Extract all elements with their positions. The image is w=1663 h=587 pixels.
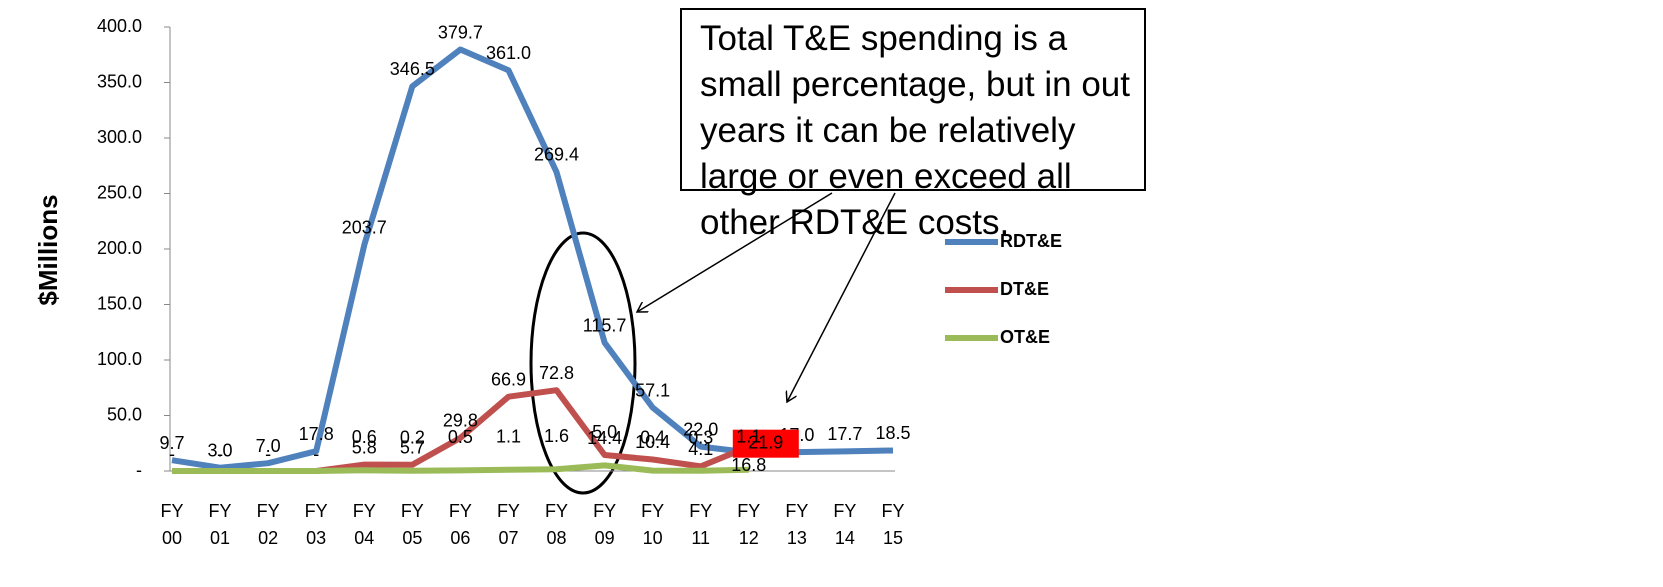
x-tick-label: FY 07 [496, 501, 520, 548]
data-label: 14.4 [587, 428, 622, 448]
data-label: 203.7 [342, 218, 387, 238]
legend-label: RDT&E [1000, 231, 1062, 251]
data-label: 57.1 [635, 380, 670, 400]
x-tick-label: FY 10 [641, 501, 665, 548]
data-label: 5.8 [352, 437, 377, 457]
annotation: Total T&E spending is a small percentage… [680, 8, 1146, 242]
data-label: 17.8 [299, 424, 334, 444]
x-tick-label: FY 05 [400, 501, 424, 548]
data-label: 7.0 [256, 436, 281, 456]
y-tick-label: 200.0 [97, 238, 142, 258]
data-label: - [169, 444, 175, 464]
label-highlight [732, 429, 799, 458]
data-label: 17.7 [827, 424, 862, 444]
data-label: 1.1 [496, 427, 521, 447]
data-label: 0.5 [448, 427, 473, 447]
data-label: 0.2 [400, 428, 425, 448]
y-tick-label: 50.0 [107, 404, 142, 424]
arrow [787, 192, 896, 402]
x-tick-label: FY 13 [785, 501, 809, 548]
x-tick-label: FY 02 [256, 501, 280, 548]
y-tick-label: 150.0 [97, 293, 142, 313]
data-label: 1.6 [544, 426, 569, 446]
data-label: 66.9 [491, 369, 526, 389]
data-label: 361.0 [486, 43, 531, 63]
x-tick-label: FY 04 [352, 501, 376, 548]
legend-label: DT&E [1000, 279, 1049, 299]
y-tick-label: 350.0 [97, 71, 142, 91]
x-tick-label: FY 09 [593, 501, 617, 548]
y-tick-label: 300.0 [97, 127, 142, 147]
data-label: 5.0 [592, 422, 617, 442]
data-label: 72.8 [539, 363, 574, 383]
data-label: 346.5 [390, 59, 435, 79]
data-label: 0.6 [352, 427, 377, 447]
data-label: - [313, 444, 319, 464]
x-tick-label: FY 15 [881, 501, 905, 548]
highlight-ellipse [529, 231, 637, 495]
x-tick-label: FY 03 [304, 501, 328, 548]
x-tick-label: FY 14 [833, 501, 857, 548]
data-label: 22.0 [683, 419, 718, 439]
y-tick-label: 250.0 [97, 182, 142, 202]
data-label: - [265, 444, 271, 464]
x-tick-label: FY 00 [160, 501, 184, 548]
y-axis-label: $Millions [33, 194, 63, 305]
data-label: - [217, 444, 223, 464]
legend-label: OT&E [1000, 327, 1050, 347]
data-label: 29.8 [443, 411, 478, 431]
y-tick-label: 100.0 [97, 349, 142, 369]
data-label: 5.7 [400, 437, 425, 457]
y-tick-label: - [136, 460, 142, 480]
data-label: 115.7 [583, 315, 627, 335]
data-label: 21.9 [748, 432, 783, 452]
data-label: 1.1 [736, 427, 761, 447]
x-tick-label: FY 01 [208, 501, 232, 548]
data-label: 16.8 [731, 455, 766, 475]
x-tick-label: FY 06 [448, 501, 472, 548]
data-label: 379.7 [438, 22, 483, 42]
data-label: 269.4 [534, 145, 579, 165]
data-label: 18.5 [875, 423, 910, 443]
data-label: 3.0 [208, 440, 233, 460]
data-label: 4.1 [688, 439, 713, 459]
arrow [637, 192, 833, 312]
data-label: 0.4 [640, 427, 665, 447]
y-tick-label: 400.0 [97, 16, 142, 36]
data-label: 0.3 [688, 427, 713, 447]
series-line [172, 462, 749, 474]
data-label: 9.7 [159, 433, 184, 453]
data-label: 10.4 [635, 432, 670, 452]
x-tick-label: FY 08 [545, 501, 569, 548]
x-tick-label: FY 11 [689, 501, 713, 548]
x-tick-label: FY 12 [737, 501, 761, 548]
